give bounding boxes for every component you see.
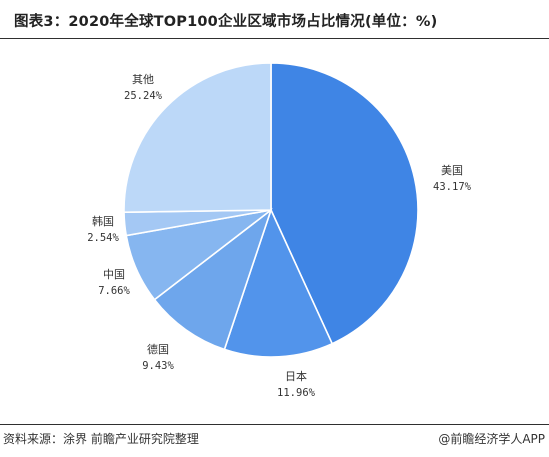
slice-label-5: 其他	[132, 73, 154, 86]
pie-labels: 美国 43.17% 日本 11.96% 德国 9.43% 中国 7.66% 韩国 2.54% 其他 2…	[87, 73, 471, 399]
slice-value-4: 2.54%	[87, 232, 119, 244]
slice-label-4: 韩国	[92, 214, 114, 228]
slice-label-2: 德国	[147, 342, 169, 356]
slice-value-2: 9.43%	[142, 360, 174, 372]
slice-value-5: 25.24%	[124, 90, 163, 102]
source-note: 资料来源：涂界 前瞻产业研究院整理	[3, 432, 199, 446]
pie-slice-1	[223, 207, 334, 358]
slice-value-1: 11.96%	[277, 387, 316, 399]
pie-slices	[123, 62, 419, 358]
footer-divider	[0, 424, 549, 425]
title-divider	[0, 38, 549, 39]
slice-value-0: 43.17%	[433, 181, 472, 193]
slice-label-1: 日本	[285, 369, 307, 383]
pie-slice-2	[153, 207, 273, 351]
pie-slice-0	[270, 62, 419, 345]
slice-label-3: 中国	[103, 268, 125, 281]
chart-title: 图表3：2020年全球TOP100企业区域市场占比情况(单位：%)	[14, 14, 438, 30]
pie-chart: 美国 43.17% 日本 11.96% 德国 9.43% 中国 7.66% 韩国 2.54% 其他 2…	[87, 62, 472, 399]
pie-slice-5	[123, 62, 272, 214]
slice-label-0: 美国	[441, 164, 463, 177]
slice-value-3: 7.66%	[98, 285, 130, 297]
credit-note: @前瞻经济学人APP	[438, 432, 545, 446]
